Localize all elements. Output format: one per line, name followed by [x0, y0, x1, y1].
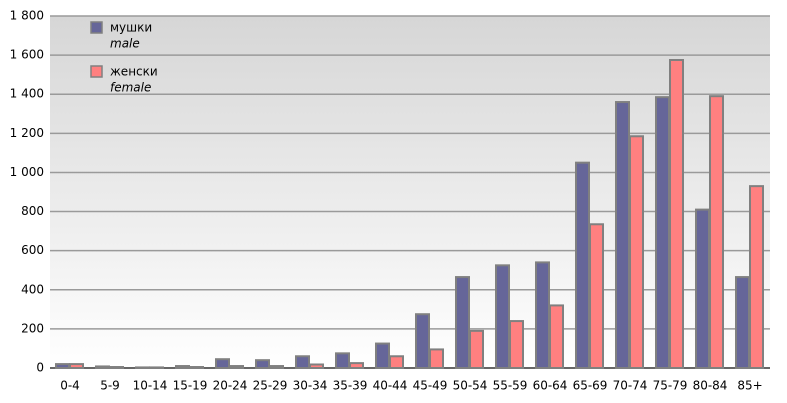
- bar: [389, 355, 404, 369]
- bar: [69, 363, 84, 370]
- bar: [335, 352, 350, 370]
- bar: [109, 366, 124, 369]
- x-tick-label: 80-84: [693, 379, 728, 393]
- bar: [375, 342, 390, 369]
- bar: [255, 359, 270, 369]
- bar: [189, 366, 204, 369]
- x-tick-label: 45-49: [413, 379, 448, 393]
- legend-swatch: [90, 21, 103, 34]
- bar: [455, 276, 470, 370]
- x-tick-label: 35-39: [333, 379, 368, 393]
- x-tick-label: 10-14: [133, 379, 168, 393]
- x-tick-label: 0-4: [60, 379, 80, 393]
- bar: [469, 329, 484, 370]
- bar: [415, 313, 430, 370]
- bar: [589, 223, 604, 369]
- y-tick-label: 0: [36, 361, 44, 375]
- legend-label: мушки: [110, 21, 152, 35]
- bar: [655, 96, 670, 370]
- bar: [175, 365, 190, 369]
- bar: [549, 304, 564, 369]
- bar: [629, 135, 644, 369]
- legend-label-en: female: [110, 81, 151, 95]
- bar: [229, 365, 244, 369]
- y-tick-label: 1 600: [10, 48, 44, 62]
- y-tick-label: 800: [21, 204, 44, 218]
- y-tick-label: 1 200: [10, 126, 44, 140]
- bar: [535, 261, 550, 369]
- bar: [615, 101, 630, 370]
- bar: [495, 264, 510, 370]
- x-tick-label: 85+: [737, 379, 762, 393]
- x-tick-label: 50-54: [453, 379, 488, 393]
- x-tick-label: 40-44: [373, 379, 408, 393]
- x-tick-label: 25-29: [253, 379, 288, 393]
- bar: [749, 185, 764, 369]
- x-tick-label: 15-19: [173, 379, 208, 393]
- x-tick-label: 5-9: [100, 379, 120, 393]
- x-tick-label: 30-34: [293, 379, 328, 393]
- bar: [669, 59, 684, 369]
- y-tick-label: 1 800: [10, 9, 44, 23]
- x-tick-label: 55-59: [493, 379, 528, 393]
- y-tick-label: 400: [21, 282, 44, 296]
- legend-label: женски: [110, 65, 158, 79]
- bar: [509, 320, 524, 370]
- bar: [709, 95, 724, 370]
- y-tick-label: 1 000: [10, 165, 44, 179]
- bar: [55, 363, 70, 370]
- bar: [269, 365, 284, 369]
- x-tick-label: 70-74: [613, 379, 648, 393]
- bar: [149, 366, 164, 369]
- bar: [349, 362, 364, 370]
- bar: [295, 355, 310, 369]
- x-tick-label: 65-69: [573, 379, 608, 393]
- bar: [95, 365, 110, 369]
- y-tick-label: 200: [21, 321, 44, 335]
- bar: [735, 276, 750, 370]
- x-tick-label: 60-64: [533, 379, 568, 393]
- bar: [215, 358, 230, 370]
- legend-label-en: male: [110, 37, 140, 51]
- legend-swatch: [90, 65, 103, 78]
- x-tick-label: 20-24: [213, 379, 248, 393]
- y-tick-label: 600: [21, 243, 44, 257]
- bar: [429, 348, 444, 369]
- plot-background: [50, 16, 770, 368]
- bar: [575, 161, 590, 369]
- y-tick-label: 1 400: [10, 87, 44, 101]
- x-tick-label: 75-79: [653, 379, 688, 393]
- bar: [309, 363, 324, 370]
- bar: [695, 208, 710, 369]
- bar: [135, 366, 150, 369]
